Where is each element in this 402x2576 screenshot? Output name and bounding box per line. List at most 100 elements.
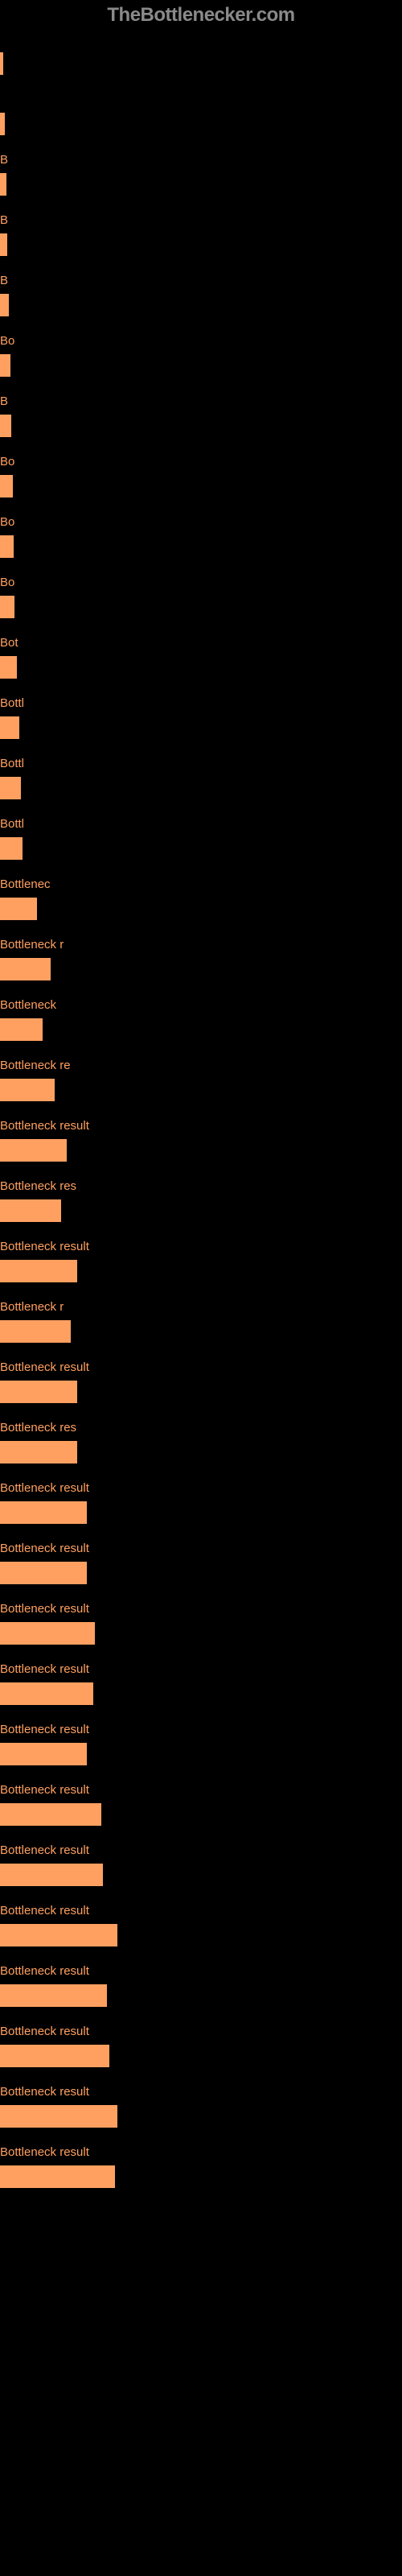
bar-label: Bottleneck result xyxy=(0,1904,402,1918)
bar xyxy=(0,292,10,318)
bar xyxy=(0,1500,88,1525)
bar-wrapper: Bottleneck xyxy=(0,998,402,1042)
bar-wrapper: Bottl xyxy=(0,757,402,801)
bar-wrapper: Bottleneck result xyxy=(0,2025,402,2069)
bar-wrapper: Bottleneck result xyxy=(0,2145,402,2190)
bar-label: B xyxy=(0,394,402,409)
bar-label: Bottleneck result xyxy=(0,1119,402,1133)
bar xyxy=(0,1319,72,1344)
bar xyxy=(0,1258,79,1284)
bar-label: Bottleneck r xyxy=(0,1300,402,1315)
bar-wrapper: Bottleneck result xyxy=(0,1602,402,1646)
bar xyxy=(0,1379,79,1405)
bar-wrapper: Bo xyxy=(0,455,402,499)
bar-wrapper: Bottleneck result xyxy=(0,1481,402,1525)
bar-wrapper: B xyxy=(0,274,402,318)
bar-label: Bottleneck result xyxy=(0,1783,402,1798)
bar-wrapper: Bottleneck result xyxy=(0,2085,402,2129)
bar xyxy=(0,1439,79,1465)
bar-label: Bottl xyxy=(0,757,402,771)
bar-wrapper: Bo xyxy=(0,515,402,559)
bar-label: Bottleneck result xyxy=(0,1602,402,1616)
bar xyxy=(0,353,12,378)
bar-label: Bottleneck xyxy=(0,998,402,1013)
bar-label: Bot xyxy=(0,636,402,650)
bar xyxy=(0,836,24,861)
bar-wrapper: Bottleneck result xyxy=(0,1662,402,1707)
bar-wrapper xyxy=(0,93,402,137)
bar-wrapper: Bottleneck result xyxy=(0,1783,402,1827)
bar-label xyxy=(0,93,402,107)
bar-wrapper: Bottleneck result xyxy=(0,1904,402,1948)
bar-label: Bottleneck r xyxy=(0,938,402,952)
bar xyxy=(0,413,13,439)
bar xyxy=(0,1862,105,1888)
bar-wrapper: Bottleneck re xyxy=(0,1059,402,1103)
bar xyxy=(0,1198,63,1224)
bar-label: B xyxy=(0,213,402,228)
bar-label xyxy=(0,32,402,47)
bars-host: B B B Bo B Bo Bo Bo Bot Bottl Bottl Bottl Bottlenec B… xyxy=(0,32,402,2190)
bar-label: Bottl xyxy=(0,696,402,711)
bar-wrapper: Bottleneck r xyxy=(0,938,402,982)
bar xyxy=(0,1077,56,1103)
bar-label: Bottleneck result xyxy=(0,1723,402,1737)
bar-label: Bottleneck result xyxy=(0,2145,402,2160)
bar-label: Bottl xyxy=(0,817,402,832)
bar-label: Bottleneck result xyxy=(0,2025,402,2039)
bar xyxy=(0,1560,88,1586)
bar xyxy=(0,473,14,499)
bar-label: Bottleneck re xyxy=(0,1059,402,1073)
bar-label: Bottleneck result xyxy=(0,1360,402,1375)
bar xyxy=(0,654,18,680)
bar-label: Bottleneck result xyxy=(0,1240,402,1254)
bar xyxy=(0,1620,96,1646)
bar-label: Bo xyxy=(0,576,402,590)
bar-label: Bottleneck result xyxy=(0,1662,402,1677)
bar xyxy=(0,2103,119,2129)
bar xyxy=(0,956,52,982)
bar-wrapper: Bo xyxy=(0,334,402,378)
bar-label: Bo xyxy=(0,455,402,469)
bar-label: Bo xyxy=(0,515,402,530)
watermark-text: TheBottlenecker.com xyxy=(0,4,402,27)
bar-wrapper: Bo xyxy=(0,576,402,620)
bar-wrapper: Bottleneck result xyxy=(0,1964,402,2008)
bar-label: Bo xyxy=(0,334,402,349)
bar-wrapper: B xyxy=(0,153,402,197)
bar-label: Bottleneck result xyxy=(0,1542,402,1556)
bar xyxy=(0,1922,119,1948)
bar xyxy=(0,775,23,801)
bar-wrapper: Bottleneck result xyxy=(0,1542,402,1586)
bar xyxy=(0,715,21,741)
bar-label: Bottleneck res xyxy=(0,1421,402,1435)
bar-wrapper: Bottleneck r xyxy=(0,1300,402,1344)
bar-wrapper: Bottleneck result xyxy=(0,1240,402,1284)
bar-wrapper xyxy=(0,32,402,76)
bar xyxy=(0,2164,117,2190)
bar-label: Bottleneck result xyxy=(0,2085,402,2099)
bar-wrapper: Bottleneck res xyxy=(0,1421,402,1465)
bar xyxy=(0,232,9,258)
bar-wrapper: B xyxy=(0,213,402,258)
bar xyxy=(0,896,39,922)
bar-label: Bottleneck result xyxy=(0,1481,402,1496)
bar xyxy=(0,1681,95,1707)
bar-wrapper: Bottl xyxy=(0,696,402,741)
bar xyxy=(0,1741,88,1767)
bar xyxy=(0,51,5,76)
bar-wrapper: Bottleneck result xyxy=(0,1360,402,1405)
bar xyxy=(0,2043,111,2069)
bar xyxy=(0,534,15,559)
bar-label: Bottlenec xyxy=(0,877,402,892)
bar-label: Bottleneck res xyxy=(0,1179,402,1194)
bar xyxy=(0,594,16,620)
bar-wrapper: B xyxy=(0,394,402,439)
bar-label: B xyxy=(0,274,402,288)
bar-wrapper: Bottleneck result xyxy=(0,1723,402,1767)
bar xyxy=(0,171,8,197)
bar-label: Bottleneck result xyxy=(0,1964,402,1979)
bar-wrapper: Bottleneck result xyxy=(0,1119,402,1163)
bar-wrapper: Bottl xyxy=(0,817,402,861)
bar-wrapper: Bottlenec xyxy=(0,877,402,922)
